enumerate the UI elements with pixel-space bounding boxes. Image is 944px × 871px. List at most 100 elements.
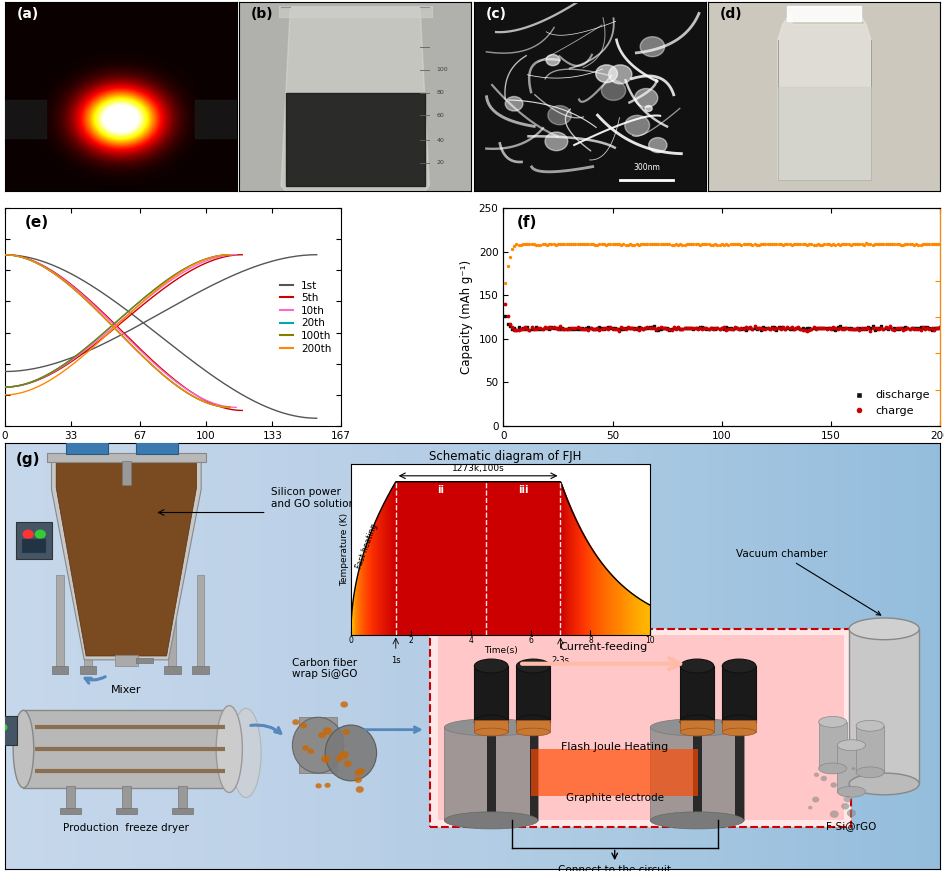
Point bbox=[517, 237, 532, 251]
Point bbox=[654, 238, 669, 252]
Y-axis label: Capacity (mAh g⁻¹): Capacity (mAh g⁻¹) bbox=[460, 260, 473, 374]
Circle shape bbox=[807, 806, 812, 809]
Point bbox=[644, 237, 659, 251]
Point bbox=[534, 321, 549, 335]
Point bbox=[571, 321, 586, 335]
Point bbox=[679, 321, 694, 335]
Point bbox=[770, 321, 785, 334]
Point bbox=[838, 238, 853, 252]
Point bbox=[805, 321, 820, 334]
Point bbox=[851, 323, 866, 337]
Point bbox=[637, 321, 652, 335]
Point bbox=[749, 238, 764, 252]
Point bbox=[720, 238, 735, 252]
Point bbox=[829, 321, 844, 335]
Bar bbox=[474, 719, 508, 732]
Bar bbox=[299, 717, 336, 773]
Point bbox=[877, 320, 892, 334]
Point bbox=[731, 322, 746, 336]
Point bbox=[777, 322, 792, 336]
Point bbox=[714, 238, 729, 252]
Point bbox=[604, 237, 619, 251]
Point bbox=[888, 237, 903, 251]
Ellipse shape bbox=[516, 728, 549, 736]
Point bbox=[506, 321, 521, 334]
Point bbox=[694, 321, 709, 335]
Point bbox=[724, 238, 739, 252]
Bar bbox=[855, 726, 884, 773]
Point bbox=[908, 321, 923, 335]
Point bbox=[868, 322, 884, 336]
Point bbox=[709, 321, 724, 334]
Ellipse shape bbox=[292, 717, 344, 773]
Point bbox=[835, 321, 851, 335]
Point bbox=[784, 238, 799, 252]
Bar bbox=[516, 666, 549, 722]
Point bbox=[543, 321, 558, 334]
Point bbox=[528, 238, 543, 252]
Point bbox=[676, 321, 691, 335]
Point bbox=[632, 237, 648, 251]
Point bbox=[657, 321, 672, 334]
Point bbox=[548, 321, 563, 335]
Circle shape bbox=[343, 729, 349, 735]
Point bbox=[910, 322, 925, 336]
Point bbox=[755, 321, 770, 334]
Point bbox=[604, 322, 619, 336]
Point bbox=[683, 237, 698, 251]
Point bbox=[632, 321, 648, 334]
Point bbox=[546, 320, 561, 334]
Point bbox=[875, 321, 890, 335]
Point bbox=[764, 237, 779, 251]
Text: 300nm: 300nm bbox=[632, 163, 659, 172]
Point bbox=[917, 237, 932, 251]
Point bbox=[611, 237, 626, 251]
Point bbox=[818, 237, 834, 251]
Point bbox=[549, 321, 565, 334]
Ellipse shape bbox=[721, 659, 755, 673]
Point bbox=[742, 237, 757, 251]
Circle shape bbox=[324, 783, 330, 788]
Point bbox=[602, 238, 617, 252]
Bar bbox=[5, 87, 236, 192]
Point bbox=[851, 321, 866, 335]
Point bbox=[526, 321, 541, 335]
Polygon shape bbox=[51, 458, 201, 660]
Point bbox=[556, 237, 571, 251]
Bar bbox=[56, 575, 63, 667]
Text: Flash Joule Heating: Flash Joule Heating bbox=[561, 742, 667, 753]
Point bbox=[792, 322, 807, 336]
Point bbox=[910, 321, 925, 335]
Point bbox=[635, 237, 650, 251]
Point bbox=[574, 238, 589, 252]
Point bbox=[685, 322, 700, 336]
Point bbox=[888, 321, 903, 335]
Point bbox=[672, 237, 687, 251]
Point bbox=[895, 323, 910, 337]
Point bbox=[834, 321, 849, 335]
Bar bbox=[47, 453, 206, 463]
Point bbox=[569, 322, 584, 336]
Point bbox=[762, 238, 777, 252]
Point bbox=[674, 321, 689, 335]
Point bbox=[737, 237, 752, 251]
Point bbox=[799, 323, 814, 337]
Point bbox=[687, 237, 702, 251]
Circle shape bbox=[307, 748, 313, 754]
Point bbox=[932, 320, 944, 334]
Point bbox=[681, 237, 696, 251]
Bar bbox=[786, 5, 861, 21]
Point bbox=[670, 321, 685, 334]
Point bbox=[716, 320, 731, 334]
Point bbox=[687, 321, 702, 335]
Ellipse shape bbox=[325, 725, 377, 780]
Point bbox=[626, 321, 641, 334]
Point bbox=[875, 237, 890, 251]
Point bbox=[582, 237, 598, 251]
Point bbox=[717, 322, 733, 336]
Point bbox=[532, 321, 548, 335]
Point bbox=[511, 238, 526, 252]
Point bbox=[561, 238, 576, 252]
Point bbox=[692, 321, 707, 335]
Bar bbox=[680, 666, 713, 722]
